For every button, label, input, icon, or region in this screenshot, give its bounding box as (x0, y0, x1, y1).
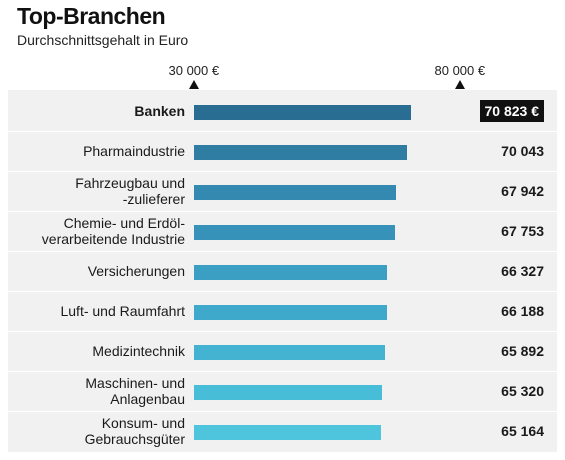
category-label-line: Maschinen- und (85, 375, 185, 391)
row-divider (8, 251, 557, 252)
category-label-line: verarbeitende Industrie (41, 231, 185, 247)
value-label: 65 320 (501, 383, 544, 399)
axis-tick-label: 80 000 € (434, 63, 486, 78)
category-label-line: Gebrauchsgüter (84, 431, 185, 447)
category-label: Medizintechnik (92, 343, 185, 359)
bar (194, 345, 385, 360)
category-label-line: -zulieferer (122, 191, 185, 207)
category-label-line: Banken (134, 103, 185, 119)
category-label-line: Fahrzeugbau und (75, 175, 185, 191)
category-label: Luft- und Raumfahrt (60, 303, 185, 319)
category-label: Fahrzeugbau und -zulieferer (75, 175, 185, 207)
value-label: 65 892 (501, 343, 544, 359)
value-label: 65 164 (501, 423, 544, 439)
bar (194, 145, 408, 160)
chart-title: Top-Branchen (17, 3, 166, 29)
category-label-line: Chemie- und Erdöl- (63, 215, 185, 231)
category-label: Versicherungen (88, 263, 185, 279)
category-label: Konsum- und Gebrauchsgüter (85, 415, 185, 447)
category-label: Chemie- und Erdöl-verarbeitende Industri… (42, 215, 185, 247)
row-divider (8, 211, 557, 212)
row-divider (8, 411, 557, 412)
category-label-line: Versicherungen (87, 263, 185, 279)
row-divider (8, 331, 557, 332)
chart-subtitle: Durchschnittsgehalt in Euro (17, 32, 189, 48)
axis-tick-label: 30 000 € (168, 63, 220, 78)
category-label-line: Luft- und Raumfahrt (60, 303, 185, 319)
bar (194, 265, 388, 280)
row-divider (8, 171, 557, 172)
chart-panel: Banken 70 823 € Pharmaindustrie 70 043 Fahrz… (8, 90, 557, 452)
value-label: 67 942 (501, 183, 544, 199)
value-label: 70 823 € (479, 100, 544, 122)
bar (194, 425, 382, 440)
bar (194, 185, 396, 200)
axis-tick-arrow (455, 80, 465, 89)
category-label-line: Anlagenbau (110, 391, 185, 407)
category-label-line: Medizintechnik (92, 343, 185, 359)
bar (194, 385, 382, 400)
bar (194, 225, 395, 240)
category-label-line: Pharmaindustrie (83, 143, 185, 159)
category-label: Maschinen- und Anlagenbau (85, 375, 185, 407)
row-divider (8, 371, 557, 372)
value-label: 66 188 (501, 303, 544, 319)
value-label: 66 327 (501, 263, 544, 279)
row-divider (8, 131, 557, 132)
row-divider (8, 291, 557, 292)
category-label-line: Konsum- und (101, 415, 185, 431)
bar (194, 305, 387, 320)
category-label: Banken (134, 103, 185, 119)
value-label: 67 753 (501, 223, 544, 239)
bar (194, 105, 412, 120)
category-label: Pharmaindustrie (83, 143, 185, 159)
axis-tick-arrow (189, 80, 199, 89)
value-label: 70 043 (501, 143, 544, 159)
